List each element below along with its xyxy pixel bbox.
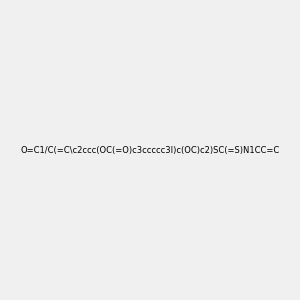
Text: O=C1/C(=C\c2ccc(OC(=O)c3ccccc3I)c(OC)c2)SC(=S)N1CC=C: O=C1/C(=C\c2ccc(OC(=O)c3ccccc3I)c(OC)c2)… bbox=[20, 146, 280, 154]
